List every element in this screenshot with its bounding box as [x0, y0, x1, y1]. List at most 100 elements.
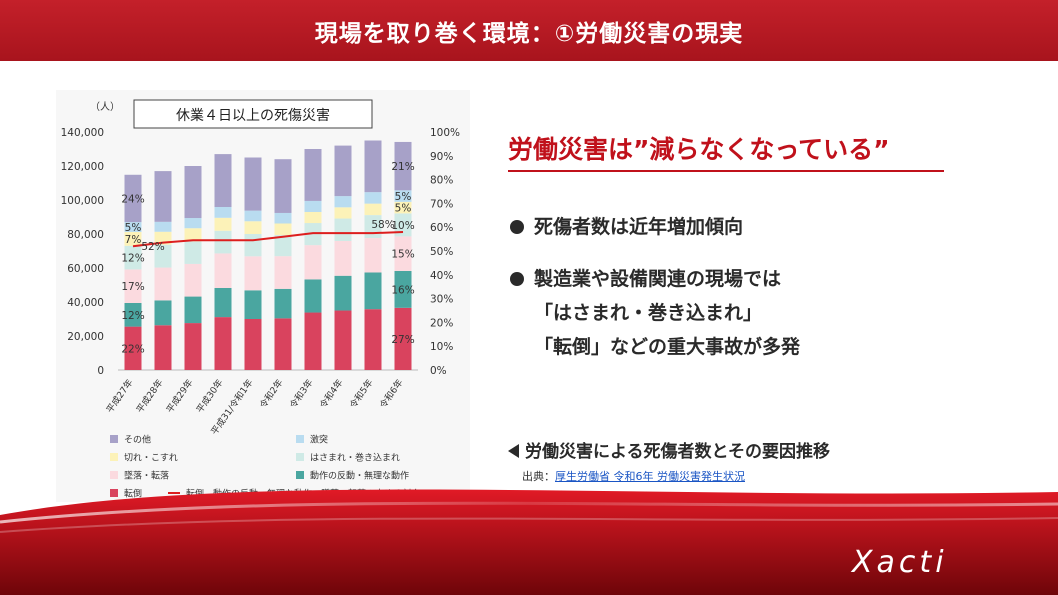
bar-segment — [274, 212, 292, 224]
x-tick-label: 平成30年 — [194, 377, 226, 415]
y2-tick-label: 10% — [430, 341, 453, 353]
bar-segment — [304, 312, 322, 370]
data-label: 5% — [395, 191, 412, 203]
x-tick-label: 令和6年 — [377, 377, 406, 411]
bar-segment — [334, 145, 352, 197]
bar-segment — [244, 234, 262, 257]
bar-segment — [154, 221, 172, 232]
bar-segment — [214, 287, 232, 318]
bar-segment — [364, 272, 382, 310]
footer-swoosh — [0, 489, 1058, 595]
y-tick-label: 0 — [97, 365, 104, 377]
legend-swatch — [296, 435, 304, 443]
bar-segment — [154, 300, 172, 326]
bar-segment — [274, 223, 292, 236]
bar-segment — [274, 288, 292, 319]
legend-swatch — [296, 471, 304, 479]
bar-segment — [184, 166, 202, 219]
headline-underline — [508, 170, 944, 172]
bar-segment — [394, 307, 412, 370]
y-tick-label: 80,000 — [67, 229, 104, 241]
bullet-dot-icon — [510, 220, 524, 234]
x-tick-label: 令和5年 — [347, 377, 376, 411]
bar-segment — [364, 203, 382, 216]
y2-tick-label: 90% — [430, 151, 453, 163]
x-tick-label: 令和3年 — [287, 377, 316, 411]
bar-segment — [244, 290, 262, 319]
bar-segment — [304, 211, 322, 224]
y2-tick-label: 0% — [430, 365, 447, 377]
data-label: 5% — [125, 222, 142, 234]
bar-segment — [274, 159, 292, 213]
bar-segment — [214, 206, 232, 218]
y2-tick-label: 60% — [430, 222, 453, 234]
data-label: 22% — [121, 343, 144, 355]
source-link[interactable]: 厚生労働省 令和6年 労働災害発生状況 — [555, 470, 745, 483]
legend-label: 激突 — [310, 434, 328, 446]
bar-segment — [154, 171, 172, 222]
y2-tick-label: 80% — [430, 175, 453, 187]
bar-segment — [274, 235, 292, 257]
data-label: 7% — [125, 234, 142, 246]
bar-segment — [184, 228, 202, 242]
legend-swatch — [110, 471, 118, 479]
source-note: 出典：厚生労働省 令和6年 労働災害発生状況 — [522, 468, 745, 484]
bar-segment — [334, 196, 352, 208]
slide-header: 現場を取り巻く環境：①労働災害の現実 — [0, 0, 1058, 61]
y-axis-unit: （人） — [90, 101, 120, 113]
bar-segment — [364, 140, 382, 193]
bar-segment — [184, 218, 202, 229]
ratio-line — [132, 230, 404, 248]
chart-caption: 労働災害による死傷者数とその要因推移 — [508, 437, 830, 462]
bar-segment — [244, 157, 262, 211]
data-label: 15% — [391, 249, 414, 261]
bar-segment — [304, 200, 322, 212]
legend-label: 転倒 — [124, 488, 142, 500]
x-tick-label: 平成27年 — [104, 377, 136, 415]
y2-tick-label: 70% — [430, 198, 453, 210]
legend-swatch — [110, 435, 118, 443]
bar-segment — [214, 253, 232, 288]
y-tick-label: 100,000 — [61, 195, 104, 207]
bar-segment — [244, 210, 262, 222]
bullet-text: 製造業や設備関連の現場では — [534, 268, 782, 290]
bar-segment — [364, 309, 382, 370]
source-label: 出典： — [522, 470, 555, 483]
y2-tick-label: 50% — [430, 246, 453, 258]
bar-segment — [304, 279, 322, 313]
data-label: 10% — [391, 220, 414, 232]
y2-tick-label: 40% — [430, 270, 453, 282]
y-tick-label: 60,000 — [67, 263, 104, 275]
legend-swatch — [110, 453, 118, 461]
bar-segment — [334, 218, 352, 241]
y2-tick-label: 30% — [430, 294, 453, 306]
data-label: 52% — [141, 241, 164, 253]
data-label: 21% — [391, 161, 414, 173]
bar-segment — [334, 310, 352, 370]
bar-segment — [124, 174, 142, 223]
bar-segment — [244, 256, 262, 291]
x-tick-label: 令和4年 — [317, 377, 346, 411]
bar-segment — [394, 201, 412, 214]
legend-label: 墜落・転落 — [124, 470, 169, 482]
y2-tick-label: 20% — [430, 317, 453, 329]
slide-title: 現場を取り巻く環境：①労働災害の現実 — [314, 20, 744, 47]
bar-segment — [154, 267, 172, 301]
legend-label: 切れ・こすれ — [124, 453, 178, 464]
y2-tick-label: 100% — [430, 127, 460, 139]
bullet-text: 「はさまれ・巻き込まれ」 — [534, 302, 763, 324]
bar-segment — [394, 236, 412, 271]
bar-segment — [124, 222, 142, 232]
data-label: 16% — [391, 284, 414, 296]
bar-segment — [124, 326, 142, 370]
bar-segment — [304, 245, 322, 280]
chart-panel: 休業４日以上の死傷災害 （人） 0 20,000 40,000 60,000 80,000 1… — [56, 90, 470, 502]
bar-segment — [244, 221, 262, 234]
bar-segment — [394, 270, 412, 308]
bar-segment — [334, 240, 352, 276]
bar-segment — [334, 275, 352, 311]
bar-segment — [154, 325, 172, 370]
y-tick-label: 140,000 — [61, 127, 104, 139]
bar-segment — [184, 323, 202, 370]
bullet-text: 死傷者数は近年増加傾向 — [534, 216, 744, 238]
